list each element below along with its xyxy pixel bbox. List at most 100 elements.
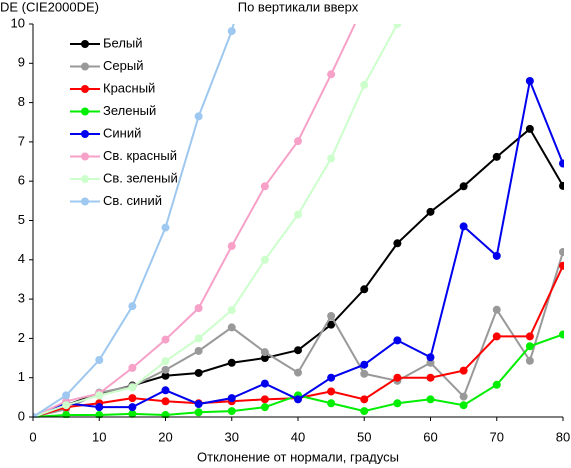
legend-marker <box>81 197 89 206</box>
data-point <box>194 334 203 343</box>
data-point <box>227 407 236 416</box>
data-point <box>227 358 236 367</box>
data-point <box>161 357 170 366</box>
legend-marker <box>81 85 89 93</box>
data-point <box>360 80 369 89</box>
data-point <box>260 255 269 264</box>
legend-marker <box>81 62 89 71</box>
data-point <box>95 411 104 418</box>
data-point <box>260 354 269 363</box>
data-point <box>559 159 564 168</box>
data-point <box>393 336 402 345</box>
data-point <box>260 379 269 388</box>
data-point <box>128 302 137 311</box>
data-point <box>492 152 501 161</box>
data-point <box>62 391 71 400</box>
data-point <box>294 346 302 355</box>
data-point <box>426 358 435 367</box>
data-point <box>426 395 435 404</box>
x-tick-label: 80 <box>556 429 570 444</box>
data-point <box>360 407 369 416</box>
data-point <box>294 210 302 219</box>
data-point <box>260 182 269 191</box>
data-point <box>227 323 236 332</box>
chart-title: По вертикали вверх <box>238 0 359 14</box>
data-point <box>194 304 203 313</box>
data-point <box>459 401 468 410</box>
legend-label: Красный <box>103 80 155 95</box>
data-point <box>327 311 336 320</box>
x-tick-label: 70 <box>490 429 504 444</box>
data-point <box>194 112 203 121</box>
data-point <box>360 360 369 369</box>
data-point <box>161 397 170 406</box>
x-axis-label: Отклонение от нормали, градусы <box>197 449 399 464</box>
data-point <box>525 124 534 133</box>
data-point <box>128 409 137 418</box>
data-point <box>62 411 71 418</box>
data-point <box>128 394 137 403</box>
data-point <box>161 223 170 232</box>
legend-label: Белый <box>103 35 143 50</box>
data-point <box>327 70 336 79</box>
data-point <box>492 380 501 389</box>
legend-label: Св. зеленый <box>103 170 178 185</box>
x-tick-label: 10 <box>92 429 106 444</box>
x-tick-label: 50 <box>357 429 371 444</box>
y-tick-label: 7 <box>18 133 25 148</box>
legend-label: Св. синий <box>103 193 162 208</box>
data-point <box>194 400 203 409</box>
data-point <box>95 391 104 400</box>
data-point <box>426 373 435 382</box>
series-line <box>33 24 235 418</box>
data-point <box>227 306 236 315</box>
data-point <box>559 247 564 256</box>
data-point <box>525 332 534 341</box>
data-point <box>128 403 137 412</box>
data-point <box>459 222 468 231</box>
data-point <box>393 399 402 408</box>
y-tick-label: 9 <box>18 55 25 70</box>
y-tick-label: 5 <box>18 212 25 227</box>
legend-label: Синий <box>103 125 141 140</box>
legend-marker <box>81 40 89 48</box>
legend-marker <box>81 130 89 138</box>
series-line <box>33 24 399 418</box>
y-tick-label: 4 <box>18 251 25 266</box>
data-point <box>327 154 336 163</box>
data-point <box>128 363 137 372</box>
data-point <box>393 373 402 382</box>
legend-marker <box>81 107 89 116</box>
data-point <box>327 320 336 329</box>
legend-marker <box>81 152 89 161</box>
data-point <box>95 403 104 412</box>
y-tick-label: 2 <box>18 330 25 345</box>
data-point <box>161 335 170 344</box>
data-point <box>459 366 468 375</box>
y-tick-label: 1 <box>18 369 25 384</box>
data-point <box>559 261 564 270</box>
legend-label: Зеленый <box>103 103 156 118</box>
data-point <box>360 0 368 8</box>
x-tick-label: 60 <box>423 429 437 444</box>
data-point <box>327 399 336 408</box>
plot-area <box>33 0 564 418</box>
data-point <box>227 27 236 36</box>
data-point <box>95 356 104 365</box>
data-point <box>426 207 435 216</box>
x-tick-label: 20 <box>158 429 172 444</box>
data-point <box>161 386 170 395</box>
legend-label: Св. красный <box>103 148 177 163</box>
data-point <box>327 387 336 396</box>
data-point <box>161 365 170 374</box>
x-tick-label: 0 <box>29 429 36 444</box>
y-tick-label: 0 <box>18 408 25 423</box>
data-point <box>62 401 71 410</box>
data-point <box>360 285 369 294</box>
data-point <box>227 394 236 403</box>
data-point <box>360 369 369 378</box>
data-point <box>194 346 203 355</box>
data-point <box>492 332 501 341</box>
x-tick-label: 30 <box>225 429 239 444</box>
